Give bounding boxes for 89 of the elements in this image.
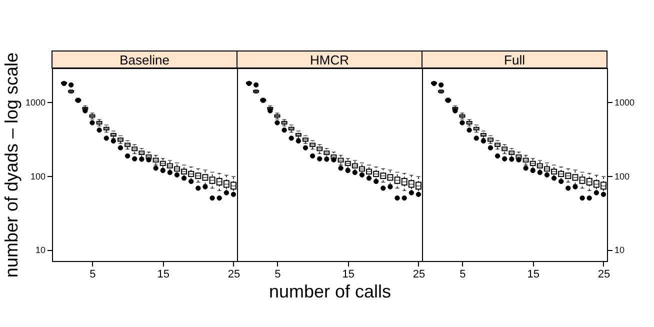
point — [296, 138, 302, 144]
point — [124, 153, 130, 159]
point — [230, 192, 236, 197]
point — [516, 157, 522, 162]
chart-title: Full — [504, 52, 526, 68]
point — [600, 192, 606, 197]
point — [359, 172, 365, 178]
point — [146, 157, 152, 162]
point — [104, 136, 109, 141]
point — [202, 184, 208, 190]
point — [566, 186, 571, 191]
x-axis-title: number of calls — [268, 282, 392, 302]
point — [96, 128, 102, 133]
point — [181, 176, 187, 181]
x-tick-label: 5 — [274, 268, 281, 280]
point — [210, 195, 215, 201]
x-tick-label: 25 — [412, 268, 426, 280]
point — [246, 80, 252, 86]
y-tick-label: 100 — [30, 171, 46, 182]
chart-title: HMCR — [310, 52, 349, 68]
point — [90, 120, 95, 126]
point — [572, 184, 578, 190]
point — [509, 156, 514, 162]
point — [494, 153, 500, 159]
point — [431, 80, 437, 86]
point — [253, 82, 259, 88]
point — [282, 128, 287, 133]
point — [388, 184, 393, 190]
point — [474, 136, 479, 141]
point — [196, 186, 201, 191]
point — [586, 195, 592, 201]
point — [224, 190, 230, 196]
x-tick-label: 25 — [228, 268, 240, 280]
point — [331, 157, 336, 162]
point — [502, 156, 508, 162]
point — [352, 170, 358, 176]
point — [139, 156, 144, 162]
x-tick-label: 15 — [157, 268, 170, 280]
point — [288, 136, 294, 141]
point — [167, 170, 173, 176]
point — [338, 166, 344, 171]
point — [132, 156, 138, 162]
point — [416, 192, 422, 197]
point — [551, 176, 557, 181]
y-tick-label: 10 — [614, 245, 625, 256]
point — [558, 178, 564, 184]
point — [302, 145, 308, 150]
point — [380, 186, 386, 191]
point — [594, 190, 600, 196]
point — [460, 120, 465, 126]
point — [580, 195, 585, 201]
point — [274, 120, 280, 126]
point — [216, 195, 222, 201]
y-tick-label: 10 — [35, 245, 46, 256]
x-tick-label: 25 — [598, 268, 610, 280]
y-axis-title: number of dyads – log scale — [1, 52, 22, 278]
x-tick-label: 15 — [527, 268, 540, 280]
point — [488, 145, 494, 150]
y-tick-label: 100 — [614, 171, 630, 182]
point — [530, 168, 536, 174]
point — [438, 82, 444, 88]
point — [537, 170, 543, 176]
point — [310, 153, 316, 159]
point — [402, 195, 407, 201]
point — [61, 80, 67, 86]
point — [466, 128, 472, 133]
y-tick-label: 1000 — [614, 98, 635, 108]
point — [544, 172, 550, 178]
point — [110, 138, 116, 144]
x-tick-label: 5 — [460, 268, 466, 280]
point — [366, 176, 372, 181]
x-tick-label: 15 — [342, 268, 354, 280]
point — [118, 145, 124, 150]
point — [523, 166, 528, 171]
x-tick-label: 5 — [90, 268, 96, 280]
point — [160, 168, 166, 174]
point — [408, 190, 414, 196]
chart-title: Baseline — [120, 52, 170, 68]
point — [394, 195, 400, 201]
point — [480, 138, 486, 144]
point — [317, 156, 322, 162]
point — [153, 166, 158, 171]
point — [374, 178, 379, 184]
point — [174, 172, 180, 178]
y-tick-label: 1000 — [25, 98, 46, 108]
point — [68, 82, 74, 88]
point — [345, 168, 350, 174]
point — [324, 156, 330, 162]
point — [188, 178, 194, 184]
